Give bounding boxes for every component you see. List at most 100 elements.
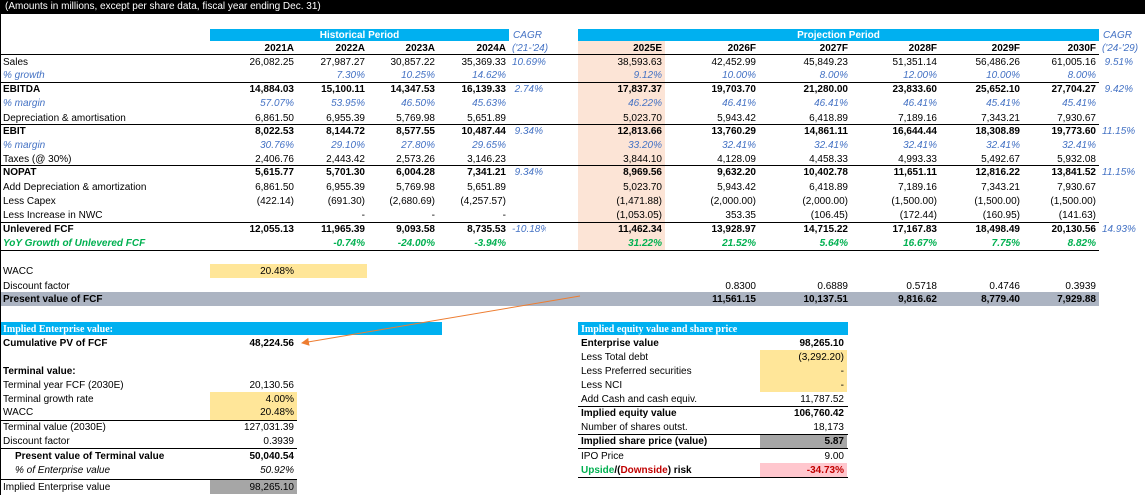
cagr-header: CAGR [513,29,542,41]
value: 6,004.28 [396,166,435,178]
value: 127,031.39 [243,421,294,433]
value: -0.74% [333,237,365,249]
value: - [502,209,506,221]
value: 11,965.39 [321,223,365,235]
value: 46.41% [722,97,756,109]
section-header: Projection Period [797,29,880,41]
value: 19,773.60 [1051,125,1097,137]
cagr: 2.74% [514,83,543,95]
border [0,222,1099,223]
value: 7.75% [991,237,1020,249]
value: 21,280.00 [803,83,849,95]
value: (1,053.05) [616,209,662,221]
value: 57.07% [260,97,294,109]
cagr: 10.69% [512,56,546,68]
value: 13,760.29 [711,125,757,137]
value: 53.95% [331,97,365,109]
section-header: Historical Period [319,29,400,41]
border [0,82,1099,83]
value: 8.00% [819,69,848,81]
value: 13,841.52 [1051,166,1097,178]
year-header: 2021A [264,42,294,54]
border [0,250,1099,251]
row-label: Less Total debt [581,351,649,363]
row-label: Less Increase in NWC [3,209,103,221]
value: 10.00% [986,69,1020,81]
row-label: % margin [3,97,46,109]
value: 14,861.11 [804,125,848,137]
value: 8,969.56 [623,166,662,178]
value: 98,265.10 [249,481,295,493]
value: 17,167.83 [892,223,938,235]
label-part: ) risk [667,464,692,476]
value: 7.30% [336,69,365,81]
row-label: Upside/(Downside) risk [578,464,760,477]
value: 11,462.34 [618,223,662,235]
label-part: Upside [581,464,615,476]
row-label: Terminal value: [3,365,76,377]
year-header: 2026F [727,42,756,54]
value: 5.64% [819,237,848,249]
value: 7,341.21 [467,166,506,178]
row-label: Less Preferred securities [581,365,692,377]
value: 46.41% [814,97,848,109]
value: 4,993.33 [898,153,937,165]
value: 25,652.10 [975,83,1021,95]
value: 5,943.42 [717,112,756,124]
value: 8.00% [1067,69,1096,81]
value: 6,861.50 [255,112,294,124]
value: 8,577.55 [396,125,435,137]
value: 3,146.23 [467,153,506,165]
value: 32.41% [722,139,756,151]
value: 353.35 [725,209,756,221]
value: (106.45) [810,209,848,221]
value: -3.94% [474,237,506,249]
value: 2,573.26 [396,153,435,165]
value: 11,561.15 [712,293,756,305]
value: 14,884.03 [249,83,295,95]
value: 5,615.77 [255,166,294,178]
year-header: 2028F [908,42,937,54]
value: - [840,365,844,377]
border [0,420,297,421]
value: 4,128.09 [717,153,756,165]
row-label: WACC [3,406,34,418]
value: 20.48% [260,406,294,418]
value: 0.3939 [263,435,294,447]
value: 4.00% [265,393,294,405]
row-label: Terminal value (2030E) [3,421,106,433]
value: 20.48% [260,265,294,277]
value: 45,849.23 [803,56,849,68]
header-band [578,29,1099,41]
row-label: Number of shares outst. [581,421,688,433]
value: 32.41% [1062,139,1096,151]
value: 46.41% [903,97,937,109]
forecast-highlight [578,41,665,250]
section-title: Implied equity value and share price [581,323,738,335]
value: (3,292.20) [798,351,844,363]
value: 98,265.10 [799,337,845,349]
value: 12.00% [903,69,937,81]
value: 26,082.25 [249,56,295,68]
value: 27,987.27 [320,56,366,68]
row-label: NOPAT [3,166,37,178]
label-part: Downside [620,464,668,476]
value: 8,735.53 [467,223,506,235]
value: 10,402.78 [803,166,849,178]
row-label: WACC [3,265,34,277]
value: 12,055.13 [249,223,295,235]
row-label: Implied Enterprise value [3,481,111,493]
border [0,448,297,449]
label-part: /( [614,464,621,476]
value: 6,955.39 [326,112,365,124]
value: (141.63) [1058,209,1096,221]
year-header: 2030F [1067,42,1096,54]
value: (691.30) [327,195,365,207]
value: 20,130.56 [249,379,295,391]
value: 38,593.63 [617,56,663,68]
result-cell [210,480,297,494]
section-title: Implied Enterprise value: [3,323,113,335]
value: 106,760.42 [793,407,844,419]
